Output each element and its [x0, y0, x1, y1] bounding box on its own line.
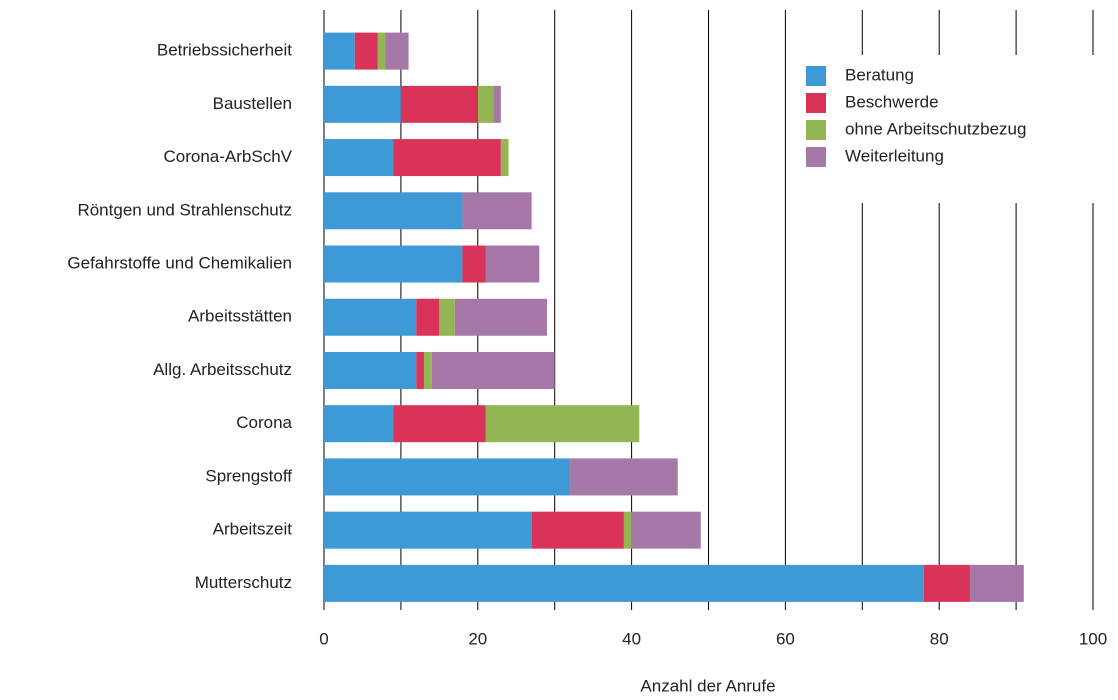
bar-segment [969, 564, 1024, 602]
bar-segment [393, 405, 486, 443]
x-axis-label: Anzahl der Anrufe [640, 676, 775, 695]
legend-label: ohne Arbeitschutzbezug [845, 119, 1026, 138]
bar-segment [477, 85, 494, 123]
y-tick-label: Gefahrstoffe und Chemikalien [67, 254, 292, 273]
bar-segment [324, 351, 417, 389]
bar-segment [493, 85, 501, 123]
y-tick-label: Arbeitsstätten [188, 307, 292, 326]
y-tick-label: Allg. Arbeitsschutz [153, 360, 292, 379]
bar-segment [324, 458, 571, 496]
bar-segment [416, 298, 440, 336]
bar-segment [393, 139, 501, 177]
bar-segment [354, 32, 378, 70]
bar-segment [570, 458, 678, 496]
bar-segment [324, 85, 401, 123]
y-tick-label: Betriebssicherheit [157, 41, 292, 60]
x-tick-label: 0 [319, 629, 328, 648]
x-tick-label: 100 [1079, 629, 1107, 648]
bar-segment [324, 192, 463, 230]
bar-segment [485, 245, 540, 283]
legend-box [795, 55, 1105, 203]
bar-segment [324, 139, 394, 177]
bar-segment [454, 298, 548, 336]
bar-segment [531, 511, 624, 549]
bar-segment [462, 245, 486, 283]
legend-label: Beratung [845, 65, 914, 84]
y-tick-label: Corona-ArbSchV [163, 147, 292, 166]
bar-segment [623, 511, 632, 549]
y-tick-label: Arbeitszeit [213, 520, 293, 539]
legend-swatch [806, 66, 826, 86]
legend-swatch [806, 93, 826, 113]
bar-segment [431, 351, 555, 389]
y-tick-label: Corona [236, 413, 292, 432]
bar-segment [377, 32, 386, 70]
bar-segment [500, 139, 509, 177]
y-tick-label: Sprengstoff [205, 466, 292, 485]
x-tick-label: 80 [930, 629, 949, 648]
bar-segment [631, 511, 701, 549]
bar-segment [324, 564, 924, 602]
legend-swatch [806, 147, 826, 167]
x-tick-label: 40 [622, 629, 641, 648]
bar-segment [416, 351, 424, 389]
bar-segment [423, 351, 432, 389]
legend-swatch [806, 120, 826, 140]
bar-segment [923, 564, 970, 602]
bar-segment [324, 245, 463, 283]
x-tick-label: 60 [776, 629, 795, 648]
bar-segment [462, 192, 532, 230]
bar-segment [439, 298, 455, 336]
y-tick-label: Mutterschutz [195, 573, 292, 592]
x-tick-label: 20 [468, 629, 487, 648]
bar-segment [400, 85, 478, 123]
y-tick-label: Röntgen und Strahlenschutz [77, 200, 292, 219]
bar-segment [485, 405, 640, 443]
legend-label: Weiterleitung [845, 146, 944, 165]
bar-segment [324, 511, 532, 549]
bar-segment [324, 298, 417, 336]
y-tick-label: Baustellen [213, 94, 292, 113]
bar-segment [324, 32, 355, 70]
bar-segment [385, 32, 409, 70]
legend-label: Beschwerde [845, 92, 939, 111]
bar-segment [324, 405, 394, 443]
